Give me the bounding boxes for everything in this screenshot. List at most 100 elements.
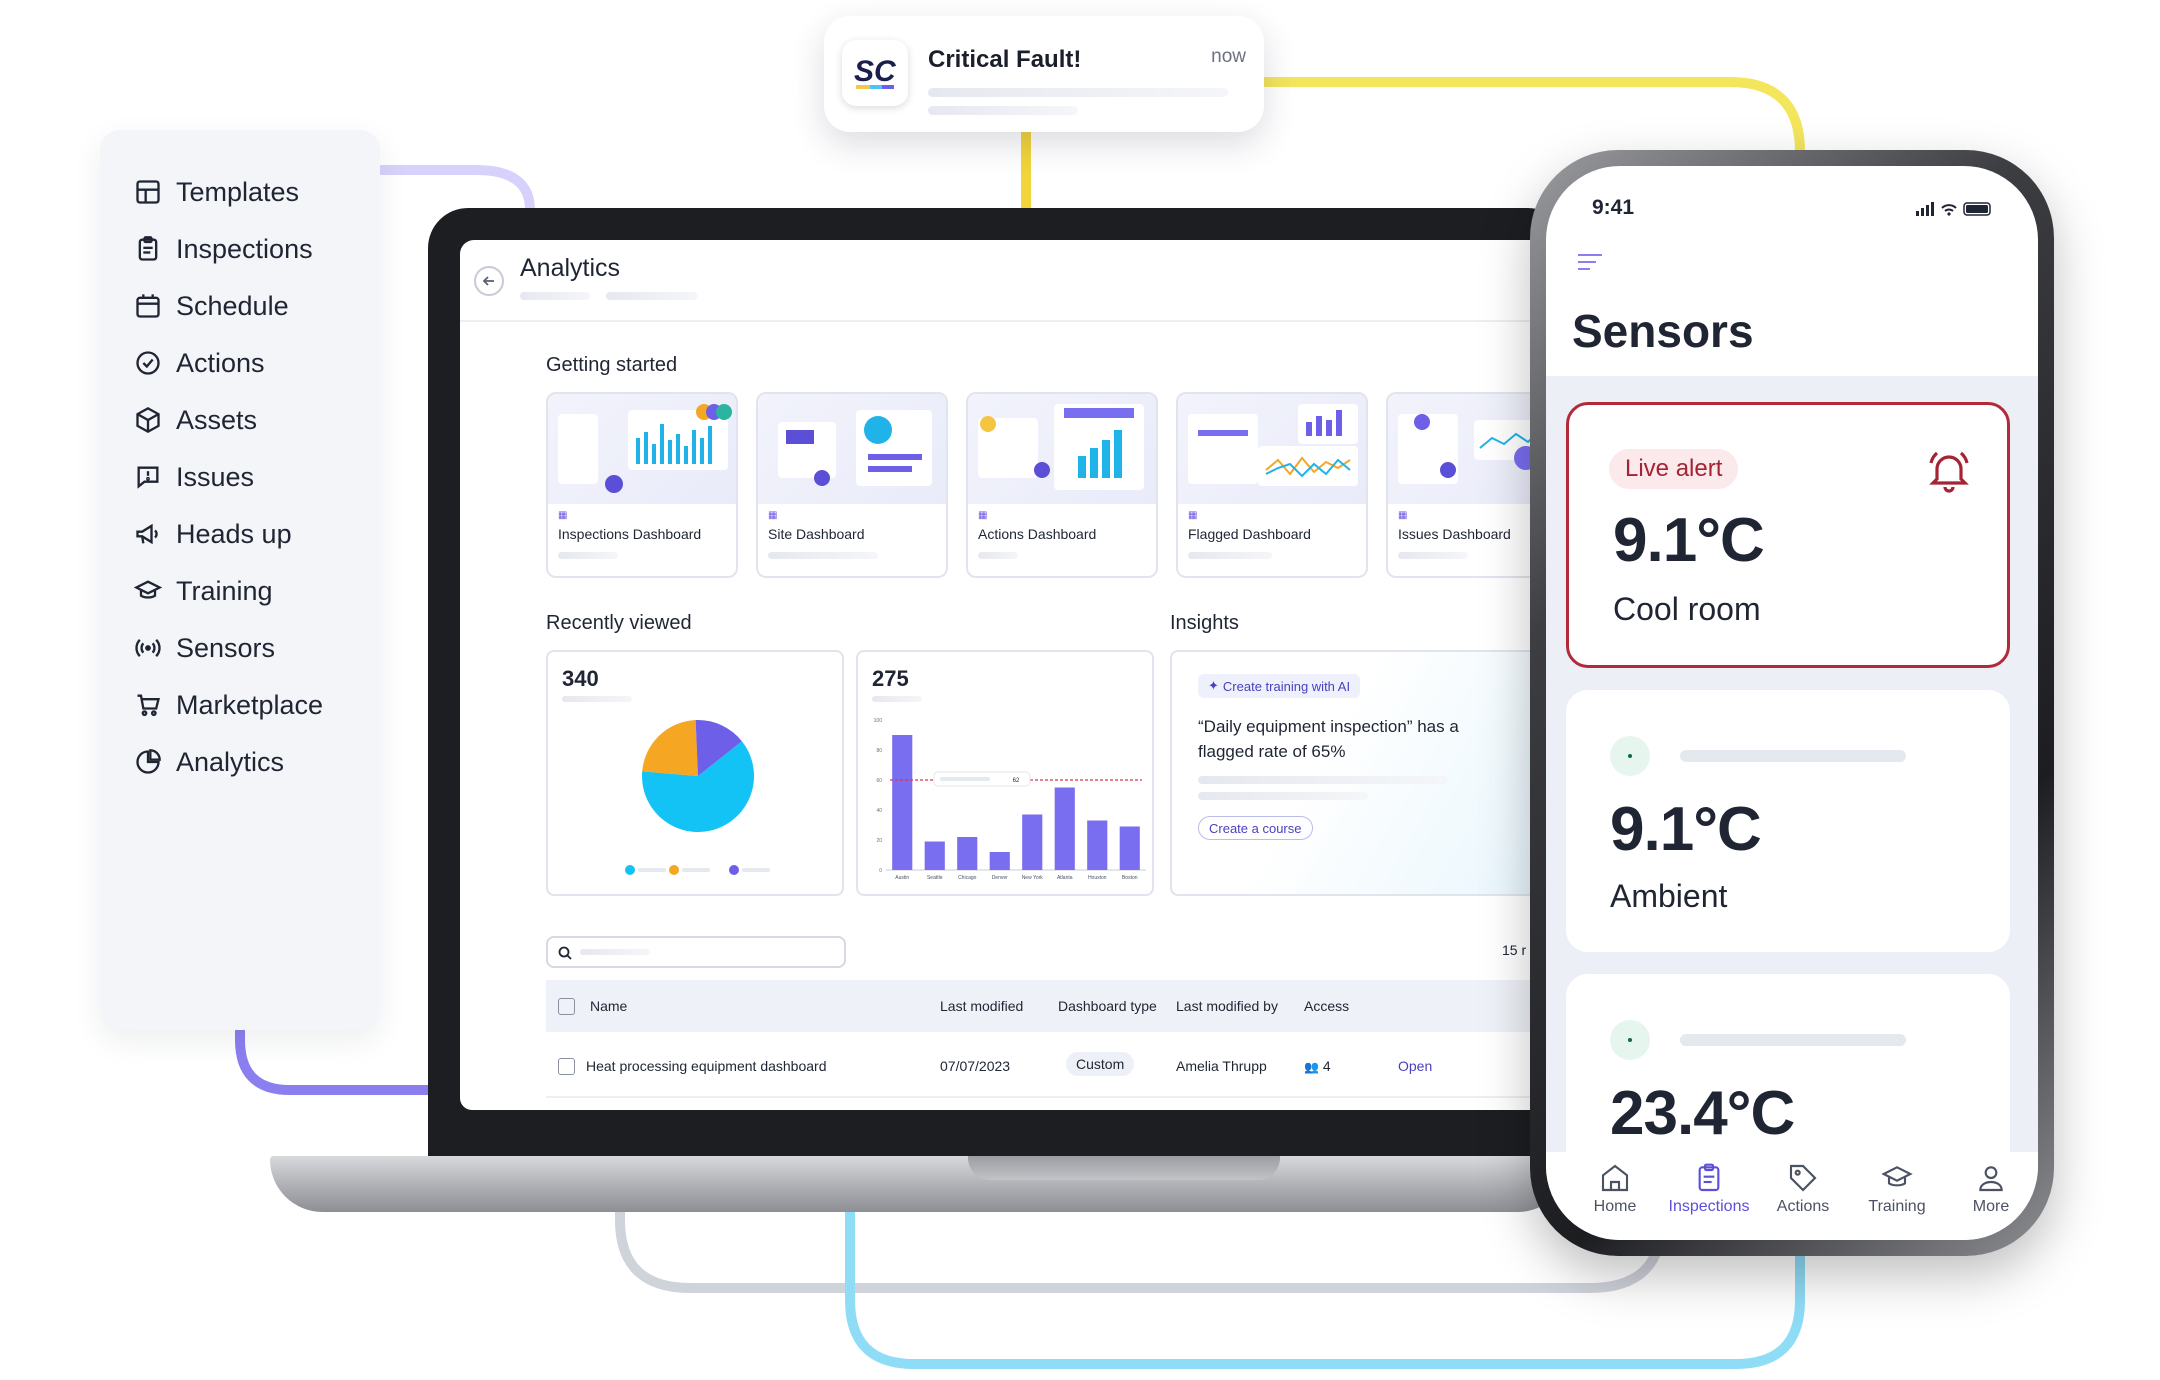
sidebar-item-issues[interactable]: Issues: [134, 457, 254, 497]
recent-card-pie[interactable]: 340: [546, 650, 844, 896]
calendar-icon: [136, 294, 160, 318]
dashboard-card-issues[interactable]: ▦ Issues Dashboard: [1386, 392, 1540, 578]
sidebar-item-actions[interactable]: Actions: [134, 343, 265, 383]
menu-icon[interactable]: [1576, 252, 1604, 272]
sidebar-item-training[interactable]: Training: [134, 571, 273, 611]
placeholder-line: [562, 696, 632, 702]
sidebar-item-label: Analytics: [176, 746, 285, 777]
arrow-left-icon: [482, 276, 494, 286]
sidebar-item-heads-up[interactable]: Heads up: [134, 514, 292, 554]
cart-icon: [137, 694, 160, 717]
column-header-last-modified[interactable]: Last modified: [940, 998, 1024, 1014]
placeholder-line: [1198, 792, 1368, 800]
critical-fault-notification[interactable]: SC Critical Fault! now: [824, 16, 1264, 132]
y-tick-label: 0: [879, 868, 882, 874]
x-tick-label: Denver: [992, 875, 1008, 881]
page-title: Analytics: [520, 254, 621, 282]
placeholder-line: [558, 552, 618, 559]
sidebar-item-analytics[interactable]: Analytics: [134, 742, 284, 782]
recent-card-count: 275: [872, 666, 909, 691]
tab-home[interactable]: Home: [1568, 1162, 1662, 1216]
megaphone-icon: [136, 523, 158, 545]
insight-card: ✦ Create training with AI “Daily equipme…: [1170, 650, 1540, 896]
sensor-card-alert[interactable]: Live alert 9.1°C Cool room: [1566, 402, 2010, 668]
page-title: Sensors: [1572, 305, 1754, 357]
recent-card-bar[interactable]: 275 0 20 40 60 80 100 Austin Seattle Chicago Denv…: [856, 650, 1154, 896]
search-input[interactable]: [546, 936, 846, 968]
column-header-access[interactable]: Access: [1304, 998, 1350, 1014]
placeholder-line: [580, 949, 650, 955]
row-access: 👥 4: [1304, 1058, 1331, 1074]
dashboard-card-site[interactable]: ▦ Site Dashboard: [756, 392, 948, 578]
legend-dot: [729, 865, 739, 875]
insight-text: “Daily equipment inspection” has a flagg…: [1198, 717, 1459, 761]
check-circle-icon: [136, 351, 160, 375]
sidebar-item-schedule[interactable]: Schedule: [134, 286, 289, 326]
laptop-base: [270, 1156, 1570, 1212]
pie-chart: [625, 720, 770, 875]
tab-more[interactable]: More: [1944, 1162, 2038, 1216]
ai-chip-label: Create training with AI: [1222, 678, 1351, 694]
legend-dot: [625, 865, 635, 875]
bar: [892, 735, 913, 870]
dashboard-card-actions[interactable]: ▦ Actions Dashboard: [966, 392, 1158, 578]
tab-label: Actions: [1776, 1198, 1830, 1215]
dashboard-card-title: Issues Dashboard: [1398, 526, 1511, 542]
dashboard-card-title: Actions Dashboard: [978, 526, 1097, 542]
row-modified-by: Amelia Thrupp: [1176, 1058, 1267, 1074]
pie-chart-icon: [136, 749, 161, 774]
table-header: Name Last modified Dashboard type Last m…: [546, 980, 1540, 1032]
column-header-dashboard-type[interactable]: Dashboard type: [1058, 998, 1157, 1014]
sidebar-item-label: Templates: [176, 176, 300, 207]
sensor-card[interactable]: 9.1°C Ambient: [1566, 690, 2010, 952]
live-alert-badge: Live alert: [1609, 449, 1739, 489]
create-training-ai-chip[interactable]: ✦ Create training with AI: [1198, 674, 1361, 698]
back-button[interactable]: [474, 266, 504, 296]
sidebar-item-marketplace[interactable]: Marketplace: [134, 685, 323, 725]
tab-label: Inspections: [1668, 1198, 1750, 1215]
tab-actions[interactable]: Actions: [1756, 1162, 1850, 1216]
bar: [1119, 826, 1140, 870]
open-dashboard-link[interactable]: Open: [1398, 1058, 1433, 1074]
dashboard-thumbnail: [1388, 394, 1540, 504]
x-tick-label: Seattle: [927, 875, 943, 881]
grid-icon: ▦: [1188, 510, 1198, 521]
column-header-name[interactable]: Name: [590, 998, 628, 1014]
sensor-card[interactable]: 23.4°C: [1566, 974, 2010, 1174]
bar-chart: 0 20 40 60 80 100 Austin Seattle Chicago Denver Ne…: [874, 718, 1146, 881]
graduation-cap-icon: [134, 580, 162, 599]
table-row[interactable]: Heat processing equipment dashboard 07/0…: [546, 1034, 1540, 1098]
bar: [1022, 814, 1043, 870]
status-icons: [1916, 202, 1991, 216]
tag-icon: [1789, 1164, 1817, 1192]
bell-alert-icon: [1929, 451, 1969, 493]
tab-inspections[interactable]: Inspections: [1662, 1162, 1756, 1216]
sidebar-item-sensors[interactable]: Sensors: [134, 628, 275, 668]
dashboard-card-inspections[interactable]: ▦ Inspections Dashboard: [546, 392, 738, 578]
clipboard-icon: [1698, 1163, 1720, 1192]
safetyculture-logo: SC: [842, 40, 908, 106]
x-tick-label: Austin: [895, 875, 909, 881]
sidebar-item-templates[interactable]: Templates: [134, 172, 299, 212]
dashboard-thumbnail: [548, 394, 736, 504]
row-checkbox[interactable]: [558, 1058, 575, 1075]
pie-slice: [695, 720, 742, 776]
placeholder-line: [1680, 750, 1906, 762]
sidebar-item-inspections[interactable]: Inspections: [134, 229, 313, 269]
legend-placeholder: [742, 868, 770, 872]
bar: [1054, 787, 1075, 870]
column-header-last-modified-by[interactable]: Last modified by: [1176, 998, 1278, 1014]
x-tick-label: New York: [1022, 875, 1044, 881]
sidebar-item-assets[interactable]: Assets: [134, 400, 257, 440]
dashboard-thumbnail: [758, 394, 946, 504]
sidebar-item-label: Issues: [176, 461, 255, 492]
dashboard-card-flagged[interactable]: ▦ Flagged Dashboard: [1176, 392, 1368, 578]
grid-icon: ▦: [558, 510, 568, 521]
bar: [989, 852, 1010, 870]
tooltip-placeholder: [940, 777, 990, 781]
create-course-button[interactable]: Create a course: [1198, 816, 1313, 840]
row-last-modified: 07/07/2023: [940, 1058, 1011, 1074]
tab-training[interactable]: Training: [1850, 1162, 1944, 1216]
select-all-checkbox[interactable]: [558, 998, 575, 1015]
grid-icon: ▦: [978, 510, 988, 521]
